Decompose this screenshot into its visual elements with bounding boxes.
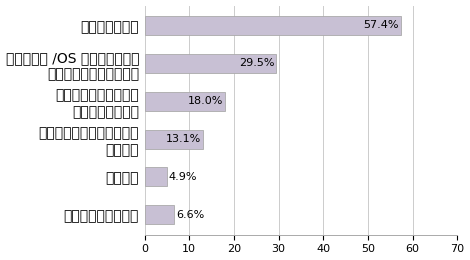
Text: 13.1%: 13.1% [165,134,201,144]
Bar [145,16,401,35]
Text: 18.0%: 18.0% [188,96,223,106]
Text: 57.4%: 57.4% [363,21,399,30]
Text: 6.6%: 6.6% [176,210,204,220]
Text: 4.9%: 4.9% [169,172,197,182]
Bar [145,54,276,73]
Bar [145,92,225,111]
Bar [145,129,203,148]
Bar [145,167,166,186]
Text: 29.5%: 29.5% [239,58,274,68]
Bar [145,205,174,224]
